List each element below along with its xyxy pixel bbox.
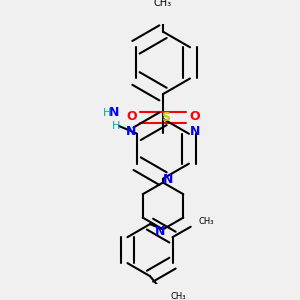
Text: O: O <box>189 110 200 123</box>
Text: O: O <box>127 110 137 123</box>
Text: S: S <box>161 111 170 124</box>
Text: N: N <box>163 173 173 186</box>
Text: H: H <box>103 108 111 118</box>
Text: N: N <box>109 106 119 119</box>
Text: CH₃: CH₃ <box>199 217 214 226</box>
Text: N: N <box>155 225 166 239</box>
Text: CH₃: CH₃ <box>154 0 172 8</box>
Text: N: N <box>125 124 136 138</box>
Text: CH₃: CH₃ <box>171 292 186 300</box>
Text: N: N <box>190 124 201 138</box>
Text: H: H <box>112 121 121 131</box>
